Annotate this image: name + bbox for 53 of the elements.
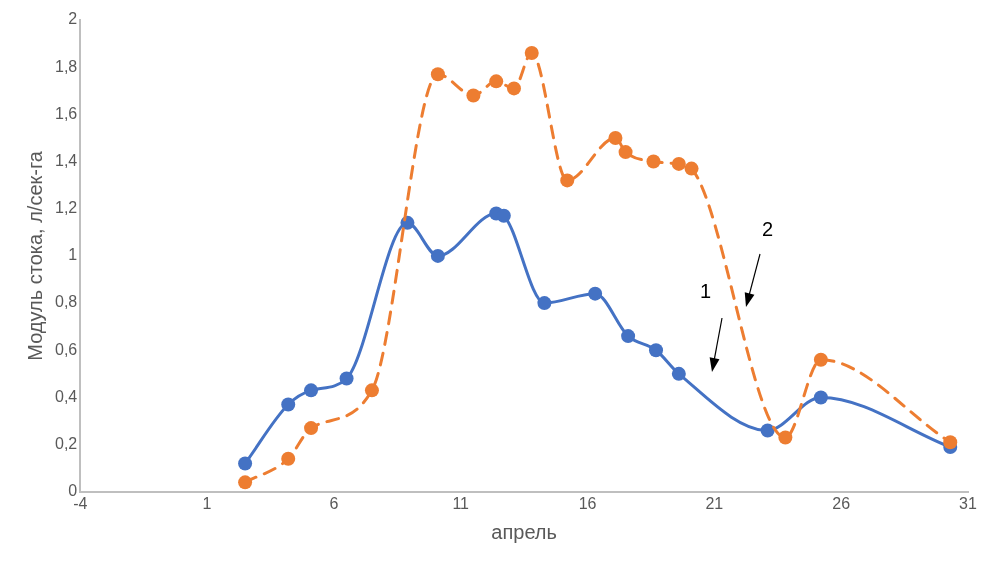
point (496, 208, 511, 223)
point (364, 383, 379, 398)
annotation: 1 (700, 280, 712, 303)
point (430, 248, 445, 263)
point (618, 145, 633, 160)
x-tick-label: 31 (959, 494, 977, 512)
y-tick-label: 1 (68, 246, 78, 264)
point (537, 296, 552, 311)
point (524, 46, 539, 61)
point (813, 352, 828, 367)
y-tick-label: 1,4 (54, 151, 78, 169)
x-tick-label: 26 (832, 494, 851, 512)
point (760, 423, 775, 438)
point (646, 154, 661, 169)
x-tick-label: 1 (202, 494, 212, 512)
y-tick-label: 0,8 (54, 293, 78, 311)
y-tick-label: 1,2 (54, 199, 78, 217)
point (649, 343, 664, 358)
annotation: 2 (762, 218, 774, 241)
y-tick-label: 0,6 (54, 340, 78, 358)
point (560, 173, 575, 188)
point (671, 366, 686, 381)
point (608, 130, 623, 145)
x-axis-title: апрель (491, 520, 557, 543)
point (684, 161, 699, 176)
y-tick-label: 0,4 (54, 387, 78, 405)
x-tick-label: 16 (578, 494, 597, 512)
point (281, 397, 296, 412)
point (489, 74, 504, 89)
point (281, 451, 296, 466)
y-tick-label: 0 (68, 482, 78, 500)
point (778, 430, 793, 445)
y-tick-label: 1,6 (54, 104, 78, 122)
point (671, 156, 686, 171)
point (466, 88, 481, 103)
point (506, 81, 521, 96)
x-tick-label: 11 (452, 494, 470, 512)
x-tick-label: 21 (705, 494, 724, 512)
point (238, 456, 253, 471)
y-tick-label: 0,2 (54, 435, 78, 453)
x-tick-label: 6 (329, 494, 339, 512)
point (430, 67, 445, 82)
y-tick-label: 2 (68, 10, 78, 28)
point (304, 383, 319, 398)
point (588, 286, 603, 301)
point (621, 329, 636, 344)
point (238, 475, 253, 490)
y-axis-title: Модуль стока, л/сек-га (23, 150, 46, 361)
point (813, 390, 828, 405)
point (943, 435, 958, 450)
point (304, 421, 319, 436)
y-tick-label: 1,8 (54, 57, 78, 75)
point (339, 371, 354, 386)
